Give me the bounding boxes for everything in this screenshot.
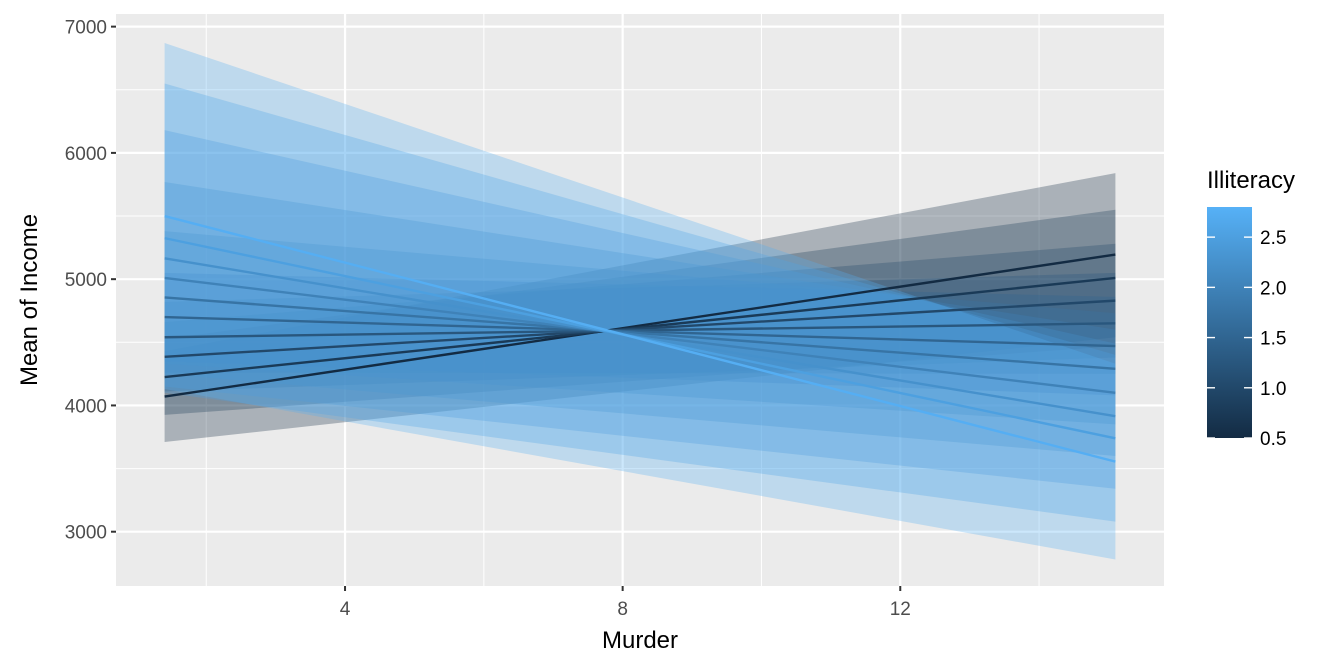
plot-panel: [116, 14, 1164, 586]
colorbar-ticks: 2.5 2.0 1.5 1.0 0.5: [1207, 228, 1286, 450]
ribbon: [164, 173, 1116, 443]
ribbon: [164, 243, 1116, 392]
y-axis-title: Mean of Income: [16, 214, 43, 386]
y-tick-label: 3000: [65, 523, 107, 544]
series-line: [164, 276, 1116, 394]
colorbar: [1207, 207, 1252, 438]
x-axis-title: Murder: [602, 627, 678, 654]
x-tick-label: 12: [890, 599, 911, 620]
series-line: [164, 276, 1116, 379]
ribbon: [164, 83, 1116, 522]
series-line: [164, 296, 1116, 371]
series-line: [164, 315, 1116, 348]
series-line: [164, 253, 1116, 398]
y-axis: 3000 4000 5000 6000 7000: [65, 18, 116, 544]
ribbon: [164, 43, 1116, 560]
legend-title: Illiteracy: [1207, 167, 1295, 194]
y-tick-label: 7000: [65, 18, 107, 39]
series-line: [164, 214, 1116, 463]
series-lines: [164, 214, 1116, 463]
colorbar-label: 2.0: [1260, 278, 1286, 299]
y-tick-label: 6000: [65, 144, 107, 165]
series-line: [164, 322, 1116, 339]
x-axis: 4 8 12: [340, 586, 911, 620]
x-tick-label: 4: [340, 599, 351, 620]
y-tick-label: 4000: [65, 396, 107, 417]
colorbar-label: 1.5: [1260, 329, 1286, 350]
colorbar-label: 2.5: [1260, 228, 1286, 249]
x-tick-label: 8: [617, 599, 628, 620]
ribbon: [164, 209, 1116, 415]
series-line: [164, 299, 1116, 359]
colorbar-label: 1.0: [1260, 379, 1286, 400]
legend: Illiteracy 2.5 2.0 1.5 1.0 0.5: [1207, 167, 1295, 450]
colorbar-label: 0.5: [1260, 429, 1286, 450]
y-tick-label: 5000: [65, 270, 107, 291]
